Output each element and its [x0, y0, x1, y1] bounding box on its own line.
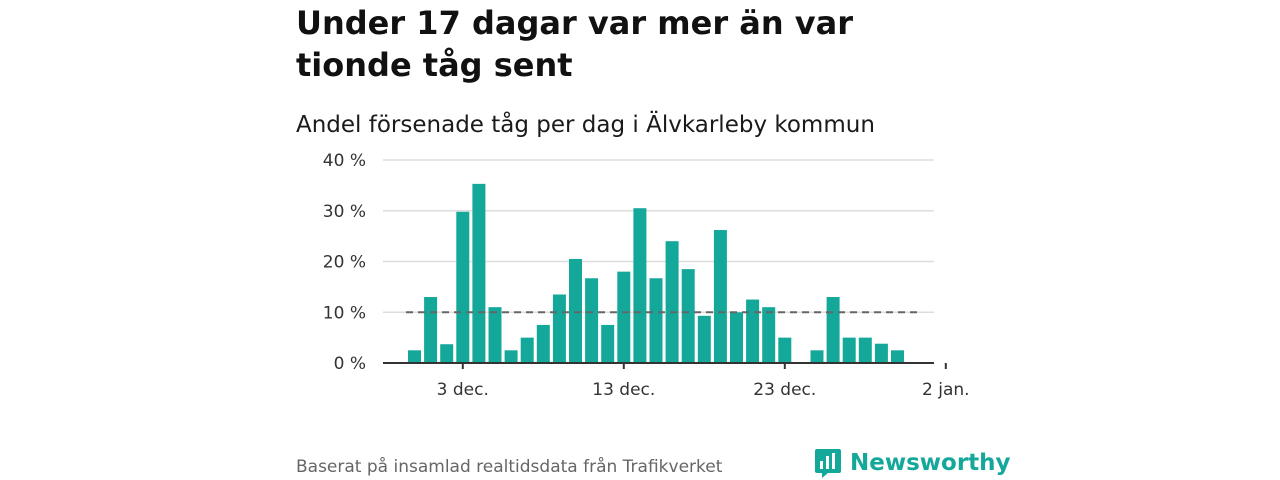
chart-card: Under 17 dagar var mer än var tionde tåg…: [296, 0, 1011, 480]
bar: [746, 299, 760, 363]
bar: [424, 297, 438, 363]
y-tick-label: 0 %: [334, 354, 366, 374]
bar: [536, 324, 550, 363]
bar: [472, 183, 486, 363]
bar-chart: 0 % 10 % 20 % 30 % 40 % 3 dec. 13 dec. 23 dec.…: [323, 151, 970, 400]
bar: [520, 337, 534, 363]
y-tick-label: 30 %: [323, 202, 366, 222]
brand-logo: Newsworthy: [814, 447, 1011, 479]
source-note: Baserat på insamlad realtidsdata från Tr…: [296, 457, 723, 477]
bar: [617, 271, 631, 363]
bar: [585, 278, 599, 363]
y-tick-label: 20 %: [323, 253, 366, 273]
y-tick-labels: 0 % 10 % 20 % 30 % 40 %: [323, 151, 366, 374]
bar: [778, 337, 792, 363]
y-tick-label: 40 %: [323, 151, 366, 171]
bar: [842, 337, 856, 363]
y-tick-label: 10 %: [323, 303, 366, 323]
bar: [810, 350, 824, 363]
bar: [730, 312, 743, 363]
bar: [633, 208, 647, 363]
brand-name: Newsworthy: [850, 450, 1011, 476]
bar: [762, 307, 776, 363]
newsworthy-logo-icon: [815, 449, 841, 478]
bar: [569, 258, 582, 363]
bar: [649, 278, 663, 363]
x-tick-labels: 3 dec. 13 dec. 23 dec. 2 jan.: [437, 380, 970, 400]
x-tick-label: 2 jan.: [922, 380, 970, 400]
bar: [697, 315, 711, 363]
bar: [681, 269, 695, 363]
chart-subtitle: Andel försenade tåg per dag i Älvkarleby…: [296, 112, 875, 138]
bar: [665, 241, 679, 363]
bar: [504, 350, 518, 363]
chart-title: Under 17 dagar var mer än var tionde tåg…: [296, 4, 853, 84]
bars: [408, 183, 904, 363]
bar: [552, 294, 566, 363]
bar: [488, 307, 502, 363]
bar: [891, 350, 904, 363]
bar: [713, 230, 727, 363]
bar: [858, 337, 872, 363]
x-tick-label: 23 dec.: [753, 380, 816, 400]
x-tick-label: 3 dec.: [437, 380, 489, 400]
x-tick-label: 13 dec.: [592, 380, 655, 400]
x-axis: [383, 362, 947, 369]
bar: [601, 324, 615, 363]
bar: [408, 350, 421, 363]
bar: [874, 343, 888, 363]
bar: [456, 211, 470, 363]
bar: [440, 344, 454, 363]
bar: [826, 297, 840, 363]
